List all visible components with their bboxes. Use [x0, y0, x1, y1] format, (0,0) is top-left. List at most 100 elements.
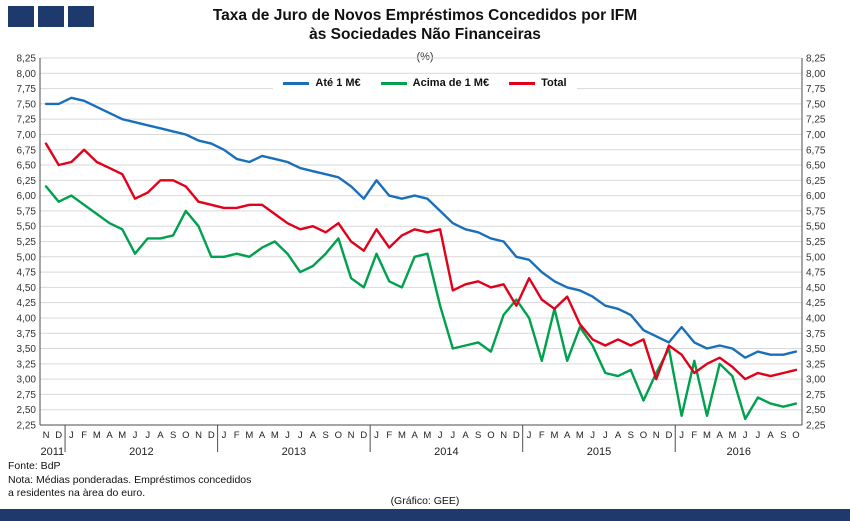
- legend-line-icon: [283, 81, 310, 85]
- chart-title-line1: Taxa de Juro de Novos Empréstimos Conced…: [212, 7, 638, 24]
- chart-title-line2: às Sociedades Não Financeiras: [309, 26, 541, 44]
- svg-text:8,00: 8,00: [806, 69, 826, 80]
- svg-text:2,50: 2,50: [806, 405, 826, 416]
- line-chart: 8,25 8,25 8,00 8,00 7,75 7,75 7,50 7,50 7,25 7,25…: [17, 54, 826, 459]
- svg-text:A: A: [462, 430, 469, 441]
- svg-text:7,75: 7,75: [17, 84, 37, 95]
- svg-text:J: J: [438, 430, 443, 441]
- svg-text:4,00: 4,00: [17, 313, 37, 324]
- svg-text:2013: 2013: [282, 446, 306, 458]
- svg-text:3,75: 3,75: [806, 329, 826, 340]
- svg-text:F: F: [539, 430, 545, 441]
- svg-text:2014: 2014: [434, 446, 458, 458]
- svg-text:A: A: [615, 430, 622, 441]
- svg-text:A: A: [717, 430, 724, 441]
- svg-text:J: J: [298, 430, 303, 441]
- svg-text:3,00: 3,00: [806, 375, 826, 386]
- legend-label: Acima de 1 M€: [412, 77, 490, 89]
- svg-text:A: A: [564, 430, 571, 441]
- svg-text:5,75: 5,75: [806, 206, 826, 217]
- svg-text:2,50: 2,50: [17, 405, 37, 416]
- svg-text:4,25: 4,25: [17, 298, 37, 309]
- svg-text:3,25: 3,25: [806, 359, 826, 370]
- svg-text:D: D: [360, 430, 367, 441]
- svg-text:O: O: [182, 430, 189, 441]
- svg-text:2012: 2012: [129, 446, 153, 458]
- source-note: Fonte: BdP: [8, 460, 61, 472]
- svg-text:M: M: [245, 430, 253, 441]
- svg-text:N: N: [500, 430, 507, 441]
- svg-text:3,25: 3,25: [17, 359, 37, 370]
- svg-text:5,50: 5,50: [806, 222, 826, 233]
- svg-text:2016: 2016: [727, 446, 751, 458]
- svg-text:7,50: 7,50: [806, 99, 826, 110]
- svg-text:N: N: [653, 430, 660, 441]
- svg-text:S: S: [780, 430, 786, 441]
- credit-note: (Gráfico: GEE): [390, 495, 460, 507]
- svg-text:4,50: 4,50: [17, 283, 37, 294]
- svg-text:5,75: 5,75: [17, 206, 37, 217]
- svg-text:6,50: 6,50: [17, 161, 37, 172]
- svg-text:S: S: [475, 430, 481, 441]
- legend-item-2: Total: [509, 77, 567, 89]
- logo-square-icon: [8, 6, 34, 27]
- svg-text:J: J: [743, 430, 748, 441]
- logo-square-icon: [38, 6, 64, 27]
- svg-text:J: J: [374, 430, 379, 441]
- svg-text:N: N: [43, 430, 50, 441]
- svg-text:5,25: 5,25: [17, 237, 37, 248]
- svg-text:8,00: 8,00: [17, 69, 37, 80]
- svg-text:6,25: 6,25: [806, 176, 826, 187]
- note-line2: a residentes na àrea do euro.: [8, 487, 146, 500]
- svg-text:J: J: [679, 430, 684, 441]
- svg-text:M: M: [728, 430, 736, 441]
- svg-text:2,75: 2,75: [806, 390, 826, 401]
- legend-items: Até 1 M€ Acima de 1 M€ Total: [273, 76, 577, 90]
- svg-text:J: J: [133, 430, 138, 441]
- svg-text:A: A: [157, 430, 164, 441]
- svg-text:J: J: [527, 430, 532, 441]
- svg-text:O: O: [640, 430, 647, 441]
- svg-text:5,00: 5,00: [17, 252, 37, 263]
- svg-text:2,25: 2,25: [17, 421, 37, 432]
- svg-text:J: J: [755, 430, 760, 441]
- svg-text:A: A: [106, 430, 113, 441]
- svg-text:O: O: [335, 430, 342, 441]
- note-line1: Nota: Médias ponderadas. Empréstimos con…: [8, 473, 252, 486]
- legend-label: Total: [541, 77, 567, 89]
- svg-text:5,25: 5,25: [806, 237, 826, 248]
- svg-text:4,75: 4,75: [806, 268, 826, 279]
- svg-text:M: M: [551, 430, 559, 441]
- svg-text:3,50: 3,50: [17, 344, 37, 355]
- svg-text:7,25: 7,25: [17, 115, 37, 126]
- svg-text:A: A: [310, 430, 317, 441]
- legend-label: Até 1 M€: [315, 77, 361, 89]
- svg-text:D: D: [55, 430, 62, 441]
- svg-text:2011: 2011: [41, 446, 65, 458]
- svg-text:6,75: 6,75: [806, 145, 826, 156]
- svg-text:M: M: [576, 430, 584, 441]
- svg-text:7,00: 7,00: [806, 130, 826, 141]
- svg-text:6,75: 6,75: [17, 145, 37, 156]
- svg-text:A: A: [767, 430, 774, 441]
- svg-text:J: J: [603, 430, 608, 441]
- svg-text:N: N: [348, 430, 355, 441]
- svg-text:A: A: [259, 430, 266, 441]
- chart-legend: Até 1 M€ Acima de 1 M€ Total: [0, 76, 850, 90]
- svg-text:J: J: [69, 430, 74, 441]
- svg-text:A: A: [411, 430, 418, 441]
- svg-text:J: J: [450, 430, 455, 441]
- svg-text:5,50: 5,50: [17, 222, 37, 233]
- svg-text:M: M: [93, 430, 101, 441]
- svg-text:F: F: [386, 430, 392, 441]
- svg-text:8,25: 8,25: [806, 54, 826, 65]
- svg-text:4,25: 4,25: [806, 298, 826, 309]
- legend-item-1: Acima de 1 M€: [380, 77, 490, 89]
- chart-footnotes: Fonte: BdP Nota: Médias ponderadas. Empr…: [8, 460, 251, 501]
- svg-text:D: D: [665, 430, 672, 441]
- legend-item-0: Até 1 M€: [283, 77, 361, 89]
- svg-text:7,00: 7,00: [17, 130, 37, 141]
- svg-text:4,00: 4,00: [806, 313, 826, 324]
- svg-text:S: S: [628, 430, 634, 441]
